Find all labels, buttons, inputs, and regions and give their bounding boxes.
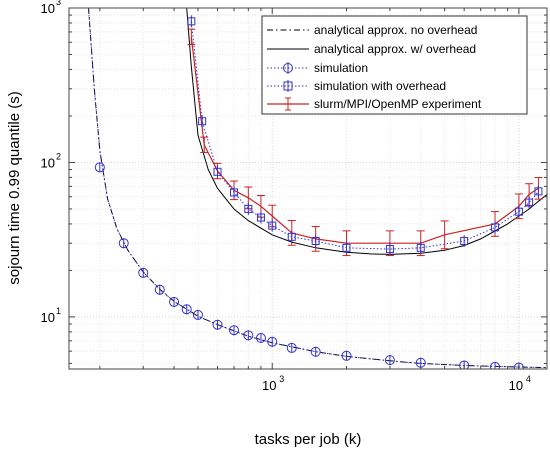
point-simulation [212, 319, 223, 330]
y-tick-label: 10 [41, 155, 55, 170]
point-simulation-overhead [534, 187, 543, 196]
legend: analytical approx. no overhead analytica… [261, 15, 528, 115]
point-simulation [192, 309, 203, 320]
ticks: 10 3 10 410 110 210 3 [41, 0, 547, 393]
legend-label: analytical approx. no overhead [314, 23, 477, 37]
point-simulation-overhead [525, 198, 534, 207]
plot-frame [68, 7, 548, 370]
point-simulation [267, 336, 278, 347]
x-tick-label: 10 [262, 378, 276, 393]
point-simulation [169, 296, 180, 307]
point-simulation-overhead [514, 207, 523, 216]
point-simulation-overhead [385, 245, 394, 254]
series-group [88, 8, 547, 369]
point-simulation [138, 267, 149, 278]
point-simulation [310, 346, 321, 357]
point-simulation [229, 325, 240, 336]
legend-label: slurm/MPI/OpenMP experiment [314, 97, 482, 111]
point-simulation-overhead [490, 223, 499, 232]
point-simulation [118, 238, 129, 249]
point-simulation-overhead [287, 232, 296, 241]
legend-entry-analytical-with-overhead: analytical approx. w/ overhead [267, 42, 476, 56]
y-tick-exponent: 1 [56, 306, 61, 316]
x-tick-label: 10 [509, 378, 523, 393]
legend-box [261, 15, 528, 115]
x-tick-exponent: 4 [526, 374, 531, 384]
point-simulation-overhead [416, 243, 425, 252]
y-tick-exponent: 2 [56, 151, 61, 161]
y-tick-exponent: 3 [56, 0, 61, 7]
legend-label: analytical approx. w/ overhead [314, 42, 476, 56]
line-analytical-with-overhead [186, 8, 547, 255]
point-simulation-overhead [198, 117, 207, 126]
point-simulation-overhead [256, 213, 265, 222]
point-simulation [384, 355, 395, 366]
point-simulation [243, 330, 254, 341]
line-simulation [88, 8, 547, 369]
legend-label: simulation with overhead [314, 79, 446, 93]
point-simulation-overhead [311, 237, 320, 246]
point-simulation [341, 350, 352, 361]
point-simulation [286, 342, 297, 353]
point-simulation-overhead [213, 167, 222, 176]
point-simulation [489, 361, 500, 369]
y-tick-label: 10 [41, 1, 55, 16]
point-simulation [181, 304, 192, 315]
point-simulation-overhead [244, 204, 253, 213]
y-axis-label: sojourn time 0.99 quantile (s) [6, 91, 23, 284]
legend-label: simulation [314, 61, 368, 75]
point-simulation-overhead [460, 237, 469, 246]
point-simulation-overhead [230, 188, 239, 197]
point-simulation [154, 284, 165, 295]
y-tick-label: 10 [41, 310, 55, 325]
x-tick-exponent: 3 [279, 374, 284, 384]
legend-entry-slurm-experiment: slurm/MPI/OpenMP experiment [267, 97, 482, 111]
legend-entry-simulation-overhead: simulation with overhead [267, 79, 446, 93]
x-axis-label: tasks per job (k) [255, 431, 362, 448]
point-simulation [255, 333, 266, 344]
point-simulation-overhead [268, 221, 277, 230]
legend-entry-analytical-no-overhead: analytical approx. no overhead [267, 23, 477, 37]
legend-entry-simulation: simulation [267, 61, 368, 75]
point-simulation [94, 162, 105, 173]
point-simulation [459, 360, 470, 369]
point-simulation-overhead [342, 243, 351, 252]
point-simulation-overhead [187, 17, 196, 26]
